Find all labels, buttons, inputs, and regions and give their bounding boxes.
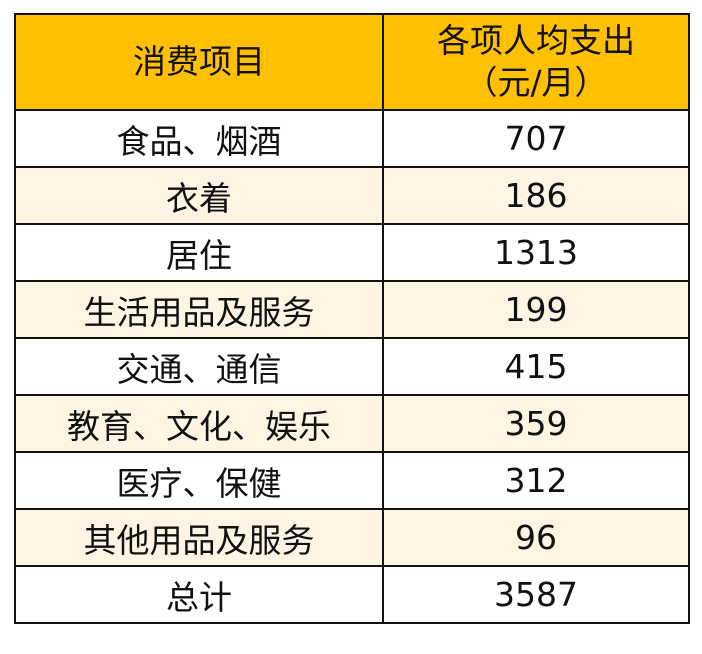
row-item: 医疗、保健	[14, 451, 384, 510]
row-value: 199	[382, 280, 690, 339]
header-per-capita-spending: 各项人均支出 （元/月）	[382, 13, 690, 111]
table-row: 居住 1313	[14, 223, 690, 282]
table-row: 教育、文化、娱乐 359	[14, 394, 690, 453]
table-row: 生活用品及服务 199	[14, 280, 690, 339]
row-value: 359	[382, 394, 690, 453]
row-item: 生活用品及服务	[14, 280, 384, 339]
row-item: 衣着	[14, 166, 384, 225]
row-item: 食品、烟酒	[14, 109, 384, 168]
table-row: 交通、通信 415	[14, 337, 690, 396]
row-value: 707	[382, 109, 690, 168]
row-value: 96	[382, 508, 690, 567]
row-value: 1313	[382, 223, 690, 282]
table-row: 衣着 186	[14, 166, 690, 225]
expense-table-container: 消费项目 各项人均支出 （元/月） 食品、烟酒 707 衣着 186 居住 13…	[14, 13, 690, 624]
row-value: 415	[382, 337, 690, 396]
table-body: 食品、烟酒 707 衣着 186 居住 1313 生活用品及服务 199 交通、…	[14, 109, 690, 624]
expense-table: 消费项目 各项人均支出 （元/月） 食品、烟酒 707 衣着 186 居住 13…	[14, 13, 690, 624]
total-label: 总计	[14, 565, 384, 624]
row-value: 186	[382, 166, 690, 225]
table-row: 医疗、保健 312	[14, 451, 690, 510]
header-category: 消费项目	[14, 13, 384, 111]
row-item: 交通、通信	[14, 337, 384, 396]
table-header: 消费项目 各项人均支出 （元/月）	[14, 13, 690, 111]
header-row: 消费项目 各项人均支出 （元/月）	[14, 13, 690, 111]
total-row: 总计 3587	[14, 565, 690, 624]
row-value: 312	[382, 451, 690, 510]
table-row: 食品、烟酒 707	[14, 109, 690, 168]
row-item: 居住	[14, 223, 384, 282]
row-item: 教育、文化、娱乐	[14, 394, 384, 453]
header-spending-unit: （元/月）	[464, 63, 608, 102]
row-item: 其他用品及服务	[14, 508, 384, 567]
header-spending-title: 各项人均支出	[437, 21, 635, 60]
total-value: 3587	[382, 565, 690, 624]
table-row: 其他用品及服务 96	[14, 508, 690, 567]
